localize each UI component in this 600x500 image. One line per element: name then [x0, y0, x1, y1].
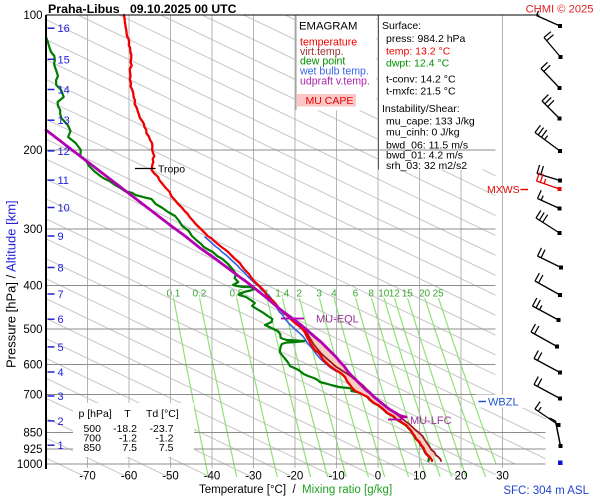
svg-text:Surface:: Surface: [382, 20, 421, 32]
svg-text:8: 8 [368, 289, 374, 300]
svg-text:-60: -60 [121, 471, 138, 483]
svg-text:dew point: dew point [300, 56, 345, 68]
svg-text:16: 16 [58, 23, 70, 35]
svg-text:-30: -30 [245, 471, 262, 483]
svg-text:1.4: 1.4 [275, 289, 289, 300]
svg-text:14: 14 [58, 85, 70, 97]
svg-text:850: 850 [83, 442, 101, 454]
svg-text:7.5: 7.5 [122, 442, 137, 454]
svg-text:11: 11 [58, 175, 69, 187]
svg-text:Temperature [°C] / Mixing ra: Temperature [°C] / Mixing ratio [g/kg] [199, 484, 392, 496]
svg-text:dwpt: 12.4 °C: dwpt: 12.4 °C [386, 58, 450, 70]
svg-text:T: T [124, 408, 131, 420]
svg-text:7.5: 7.5 [159, 442, 174, 454]
svg-text:30: 30 [496, 471, 509, 483]
svg-text:9: 9 [58, 231, 64, 243]
svg-text:p [hPa]: p [hPa] [79, 408, 112, 420]
svg-text:-40: -40 [204, 471, 221, 483]
svg-text:t-mxfc: 21.5 °C: t-mxfc: 21.5 °C [386, 86, 456, 98]
svg-text:SFC: 304 m ASL: SFC: 304 m ASL [503, 485, 589, 497]
svg-text:100: 100 [23, 10, 42, 22]
svg-text:15: 15 [402, 289, 414, 300]
svg-text:Pressure [hPa] / Altitude [km]: Pressure [hPa] / Altitude [km] [4, 200, 19, 368]
svg-text:t-conv: 14.2 °C: t-conv: 14.2 °C [386, 74, 456, 86]
svg-text:1000: 1000 [17, 459, 43, 471]
svg-text:udpraft v.temp.: udpraft v.temp. [300, 76, 370, 88]
svg-text:Td [°C]: Td [°C] [146, 408, 179, 420]
svg-text:0.2: 0.2 [192, 289, 206, 300]
svg-text:virt.temp.: virt.temp. [300, 46, 344, 58]
svg-text:temperature: temperature [300, 37, 357, 49]
svg-text:2: 2 [296, 289, 302, 300]
svg-text:15: 15 [58, 54, 70, 66]
svg-text:200: 200 [23, 145, 42, 157]
svg-text:300: 300 [23, 224, 42, 236]
svg-text:600: 600 [23, 359, 42, 371]
svg-text:10: 10 [378, 289, 390, 300]
svg-text:0.5: 0.5 [230, 289, 244, 300]
svg-text:-1.2: -1.2 [155, 433, 173, 445]
svg-text:700: 700 [23, 389, 42, 401]
svg-text:wet bulb temp.: wet bulb temp. [299, 66, 369, 78]
svg-text:1: 1 [58, 440, 64, 452]
svg-text:6: 6 [353, 289, 359, 300]
svg-text:4: 4 [331, 289, 337, 300]
svg-text:bwd_06: 11.5 m/s: bwd_06: 11.5 m/s [386, 140, 468, 152]
svg-text:EMAGRAM: EMAGRAM [299, 21, 357, 33]
svg-text:mu_cape: 133 J/kg: mu_cape: 133 J/kg [386, 116, 475, 128]
svg-text:-23.7: -23.7 [150, 423, 174, 435]
svg-text:25: 25 [433, 289, 445, 300]
svg-text:2: 2 [58, 416, 64, 428]
svg-text:0.1: 0.1 [166, 289, 180, 300]
svg-text:4: 4 [58, 367, 64, 379]
svg-text:850: 850 [23, 427, 42, 439]
svg-text:Praha-Libus: Praha-Libus [48, 2, 120, 16]
svg-text:-50: -50 [162, 471, 179, 483]
svg-text:700: 700 [83, 433, 101, 445]
svg-text:srh_03: 32 m2/s2: srh_03: 32 m2/s2 [386, 160, 467, 172]
svg-text:MU-EQL: MU-EQL [316, 314, 359, 326]
svg-text:10: 10 [413, 471, 426, 483]
svg-text:MU CAPE: MU CAPE [306, 95, 354, 107]
svg-text:13: 13 [58, 115, 70, 127]
svg-text:6: 6 [58, 314, 64, 326]
svg-text:-18.2: -18.2 [113, 423, 137, 435]
svg-text:-70: -70 [79, 471, 96, 483]
svg-text:Instability/Shear:: Instability/Shear: [382, 103, 460, 115]
svg-text:3: 3 [316, 289, 322, 300]
svg-text:3: 3 [58, 391, 64, 403]
svg-text:press: 984.2 hPa: press: 984.2 hPa [386, 33, 466, 45]
svg-text:-1.2: -1.2 [119, 433, 137, 445]
svg-text:09.10.2025 00 UTC: 09.10.2025 00 UTC [130, 2, 237, 16]
svg-text:mu_cinh: 0 J/kg: mu_cinh: 0 J/kg [386, 127, 460, 139]
svg-text:-10: -10 [328, 471, 345, 483]
svg-text:500: 500 [83, 423, 101, 435]
svg-text:MU-LFC: MU-LFC [410, 415, 452, 427]
svg-text:12: 12 [389, 289, 401, 300]
svg-text:400: 400 [23, 280, 42, 292]
svg-text:WBZL: WBZL [488, 397, 519, 409]
svg-text:bwd_01: 4.2 m/s: bwd_01: 4.2 m/s [386, 150, 463, 162]
svg-text:0: 0 [375, 471, 381, 483]
svg-text:temp: 13.2 °C: temp: 13.2 °C [386, 46, 451, 58]
svg-text:5: 5 [58, 342, 64, 354]
svg-text:CHMI © 2025: CHMI © 2025 [526, 4, 594, 16]
svg-text:20: 20 [455, 471, 468, 483]
svg-text:MXWS: MXWS [487, 184, 520, 196]
svg-text:7: 7 [58, 289, 64, 301]
svg-text:-20: -20 [287, 471, 304, 483]
svg-text:500: 500 [23, 324, 42, 336]
svg-text:20: 20 [419, 289, 431, 300]
svg-text:8: 8 [58, 263, 64, 275]
svg-text:12: 12 [58, 146, 70, 158]
svg-text:925: 925 [23, 444, 42, 456]
svg-text:Tropo: Tropo [158, 164, 185, 176]
svg-text:10: 10 [58, 203, 70, 215]
